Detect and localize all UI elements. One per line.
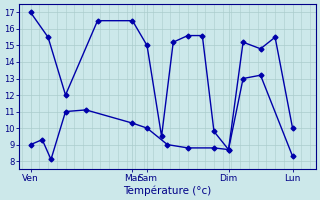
X-axis label: Température (°c): Température (°c)	[123, 185, 212, 196]
